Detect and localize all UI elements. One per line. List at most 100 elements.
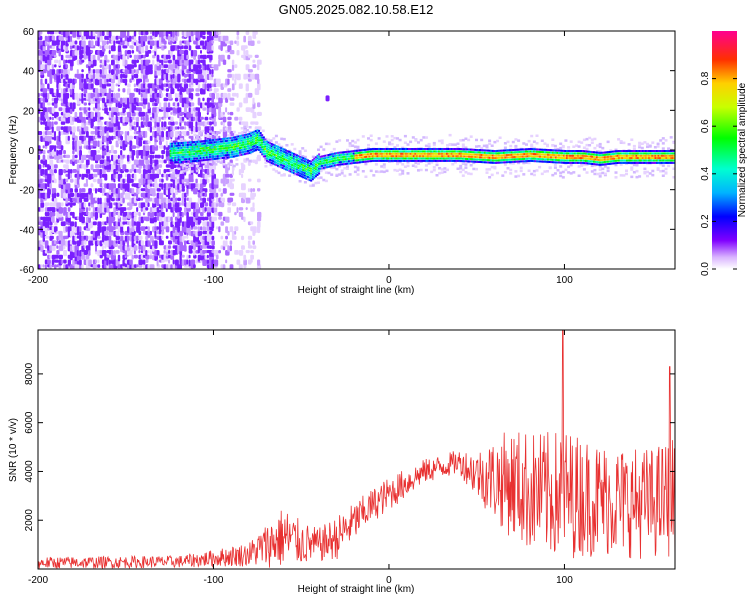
- spectrogram-noise-cell: [97, 154, 102, 160]
- spectrogram-noise-cell: [163, 250, 166, 254]
- spectrogram-noise-cell: [195, 269, 199, 274]
- spectrogram-halo-cell: [656, 167, 660, 170]
- spectrogram-halo-cell: [351, 144, 355, 147]
- spectrogram-noise-cell: [40, 202, 45, 208]
- spectrogram-noise-cell: [197, 83, 201, 89]
- spectrogram-halo-cell: [182, 132, 186, 136]
- spectrogram-halo-cell: [514, 175, 518, 178]
- spectrogram-noise-cell: [60, 73, 63, 79]
- spectrogram-noise-cell: [106, 140, 109, 146]
- spectrogram-noise-cell: [111, 135, 114, 141]
- spectrogram-halo-cell: [625, 172, 628, 176]
- spectrogram-halo-cell: [232, 164, 236, 168]
- spectrogram-halo-cell: [601, 167, 605, 171]
- spectrogram-halo-cell: [169, 169, 173, 172]
- spectrogram-noise-cell: [56, 97, 59, 101]
- spectrogram-noise-cell: [229, 102, 235, 106]
- spectrogram-halo-cell: [598, 172, 602, 175]
- spectrogram-noise-cell: [69, 188, 73, 193]
- spectrogram-noise-cell: [76, 164, 80, 171]
- spectrogram-halo-cell: [346, 165, 349, 168]
- spectrogram-halo-cell: [496, 139, 499, 143]
- spectrogram-noise-cell: [168, 59, 172, 64]
- spectrogram-noise-cell: [140, 197, 144, 201]
- spectrogram-halo-cell: [245, 158, 249, 161]
- spectrogram-halo-cell: [353, 170, 357, 174]
- spectrogram-noise-cell: [236, 35, 240, 40]
- spectrogram-noise-cell: [113, 259, 117, 266]
- spectrogram-noise-cell: [104, 235, 109, 241]
- spectrogram-halo-cell: [340, 172, 344, 175]
- spectrogram-noise-cell: [72, 202, 76, 206]
- spectrogram-noise-cell: [104, 207, 108, 213]
- spectrogram-halo-cell: [443, 170, 447, 174]
- spectrogram-noise-cell: [38, 31, 41, 38]
- spectrogram-noise-cell: [88, 107, 91, 111]
- spectrogram-noise-cell: [106, 31, 110, 36]
- spectrogram-noise-cell: [168, 102, 171, 109]
- spectrogram-halo-cell: [601, 146, 605, 150]
- spectrogram-halo-cell: [382, 165, 386, 169]
- spectrogram-noise-cell: [161, 150, 166, 155]
- spectrogram-noise-cell: [115, 111, 118, 118]
- spectrogram-noise-cell: [231, 64, 235, 71]
- spectrogram-halo-cell: [535, 169, 539, 172]
- spectrogram-noise-cell: [60, 240, 66, 247]
- spectrogram-halo-cell: [598, 175, 602, 178]
- spectrogram-noise-cell: [191, 269, 194, 274]
- spectrogram-halo-cell: [651, 169, 655, 173]
- spectrogram-noise-cell: [213, 216, 217, 221]
- spectrogram-halo-cell: [227, 129, 231, 133]
- spectrogram-noise-cell: [245, 92, 249, 99]
- spectrogram-noise-cell: [229, 50, 235, 55]
- spectrogram-noise-cell: [47, 64, 51, 71]
- spectrogram-noise-cell: [90, 31, 93, 38]
- spectrogram-noise-cell: [179, 126, 185, 130]
- spectrogram-noise-cell: [92, 59, 97, 67]
- spectrogram-halo-cell: [480, 138, 484, 142]
- spectrogram-noise-cell: [200, 31, 203, 38]
- spectrogram-noise-cell: [189, 269, 192, 276]
- spectrogram-noise-cell: [117, 183, 121, 189]
- spectrogram-noise-cell: [90, 183, 94, 188]
- spectrogram-ridge-cell: [258, 129, 261, 132]
- spectrogram-noise-cell: [142, 226, 146, 231]
- spectrogram-noise-cell: [99, 92, 102, 96]
- spectrogram-noise-cell: [190, 78, 194, 86]
- spectrogram-noise-cell: [229, 240, 233, 245]
- spectrogram-noise-cell: [252, 202, 255, 208]
- spectrogram-noise-cell: [133, 221, 137, 226]
- spectrogram-halo-cell: [301, 147, 305, 150]
- spectrogram-halo-cell: [195, 134, 199, 138]
- spectrogram-halo-cell: [372, 174, 376, 177]
- spectrogram-noise-cell: [127, 235, 130, 241]
- spectrogram-noise-cell: [225, 173, 230, 178]
- spectrogram-noise-cell: [197, 121, 203, 126]
- spectrogram-halo-cell: [580, 141, 584, 144]
- spectrogram-noise-cell: [97, 54, 100, 61]
- spectrogram-noise-cell: [60, 88, 63, 95]
- spectrogram-noise-cell: [200, 169, 203, 176]
- spectrogram-halo-cell: [567, 165, 571, 169]
- spectrogram-halo-cell: [596, 172, 599, 176]
- spectrogram-noise-cell: [252, 226, 257, 234]
- spectrogram-halo-cell: [551, 138, 555, 141]
- spectrogram-noise-cell: [129, 64, 135, 69]
- spectrogram-halo-cell: [603, 172, 607, 176]
- spectrogram-noise-cell: [133, 216, 137, 222]
- spectrogram-halo-cell: [238, 132, 241, 135]
- spectrogram-noise-cell: [236, 73, 241, 81]
- spectrogram-halo-cell: [390, 138, 394, 142]
- spectrogram-halo-cell: [540, 139, 544, 142]
- spectrogram-halo-cell: [488, 142, 492, 145]
- spectrogram-halo-cell: [619, 174, 623, 177]
- spectrogram-noise-cell: [158, 164, 163, 168]
- spectrogram-noise-cell: [91, 269, 94, 273]
- spectrogram-halo-cell: [424, 144, 428, 148]
- spectrogram-noise-cell: [83, 154, 87, 161]
- spectrogram-halo-cell: [464, 137, 468, 140]
- spectrogram-noise-cell: [129, 135, 133, 140]
- spectrogram-halo-cell: [309, 184, 313, 188]
- spectrogram-noise-cell: [234, 40, 237, 44]
- spectrogram-noise-cell: [154, 78, 157, 86]
